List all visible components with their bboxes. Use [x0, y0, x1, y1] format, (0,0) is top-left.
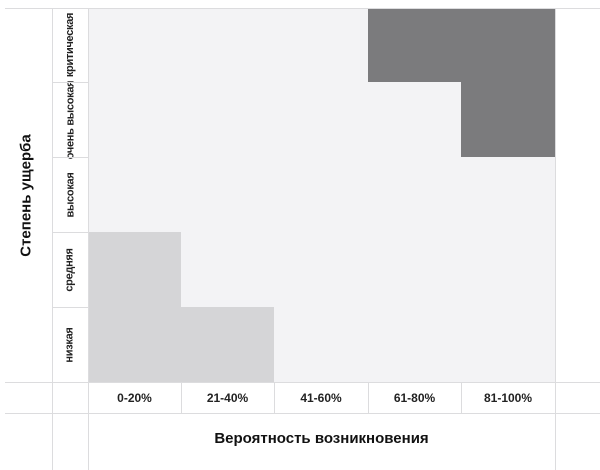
- matrix-cell: [461, 157, 556, 233]
- matrix-cell: [368, 232, 462, 308]
- grid-line: [88, 8, 89, 470]
- matrix-cell: [88, 157, 182, 233]
- matrix-cell: [181, 8, 275, 83]
- matrix-cell: [181, 157, 275, 233]
- grid-line: [52, 8, 53, 470]
- matrix-cell: [88, 82, 182, 158]
- grid-line: [52, 82, 88, 83]
- matrix-cell: [274, 307, 369, 383]
- row-label-text: очень высокая: [64, 80, 77, 159]
- column-label: 21-40%: [206, 391, 249, 405]
- matrix-cell: [88, 8, 182, 83]
- row-label-text: низкая: [64, 326, 76, 363]
- matrix-cell: [88, 232, 182, 308]
- row-label: высокая: [52, 157, 88, 232]
- column-label: 61-80%: [393, 391, 436, 405]
- matrix-cell: [88, 307, 182, 383]
- grid-line: [5, 8, 600, 9]
- matrix-cell: [461, 82, 556, 158]
- matrix-cell: [274, 232, 369, 308]
- matrix-cell: [181, 307, 275, 383]
- matrix-cell: [368, 82, 462, 158]
- grid-line: [368, 382, 369, 413]
- row-label: средняя: [52, 232, 88, 307]
- grid-line: [52, 157, 88, 158]
- grid-line: [5, 382, 600, 383]
- grid-line: [52, 232, 88, 233]
- matrix-cell: [461, 307, 556, 383]
- x-axis-title: Вероятность возникновения: [214, 430, 429, 447]
- grid-line: [5, 413, 600, 414]
- matrix-cell: [368, 8, 462, 83]
- y-axis-title-text: Степень ущерба: [17, 133, 35, 257]
- matrix-cell: [368, 307, 462, 383]
- matrix-cell: [274, 157, 369, 233]
- row-label: очень высокая: [52, 80, 88, 159]
- row-label: низкая: [52, 307, 88, 382]
- matrix-cell: [274, 8, 369, 83]
- grid-line: [181, 382, 182, 413]
- column-label: 41-60%: [300, 391, 342, 405]
- matrix-cell: [368, 157, 462, 233]
- matrix-cell: [461, 8, 556, 83]
- row-label-text: критическая: [64, 12, 77, 78]
- grid-line: [461, 382, 462, 413]
- matrix-cell: [181, 232, 275, 308]
- column-label: 0-20%: [117, 391, 152, 405]
- grid-line: [555, 8, 556, 470]
- matrix-cell: [274, 82, 369, 158]
- column-label: 81-100%: [483, 391, 533, 405]
- row-label: критическая: [52, 8, 88, 82]
- grid-line: [274, 382, 275, 413]
- matrix-cell: [461, 232, 556, 308]
- matrix-cell: [181, 82, 275, 158]
- row-label-text: высокая: [64, 172, 76, 217]
- grid-line: [52, 307, 88, 308]
- row-label-text: средняя: [64, 247, 77, 292]
- y-axis-title: Степень ущерба: [0, 8, 52, 382]
